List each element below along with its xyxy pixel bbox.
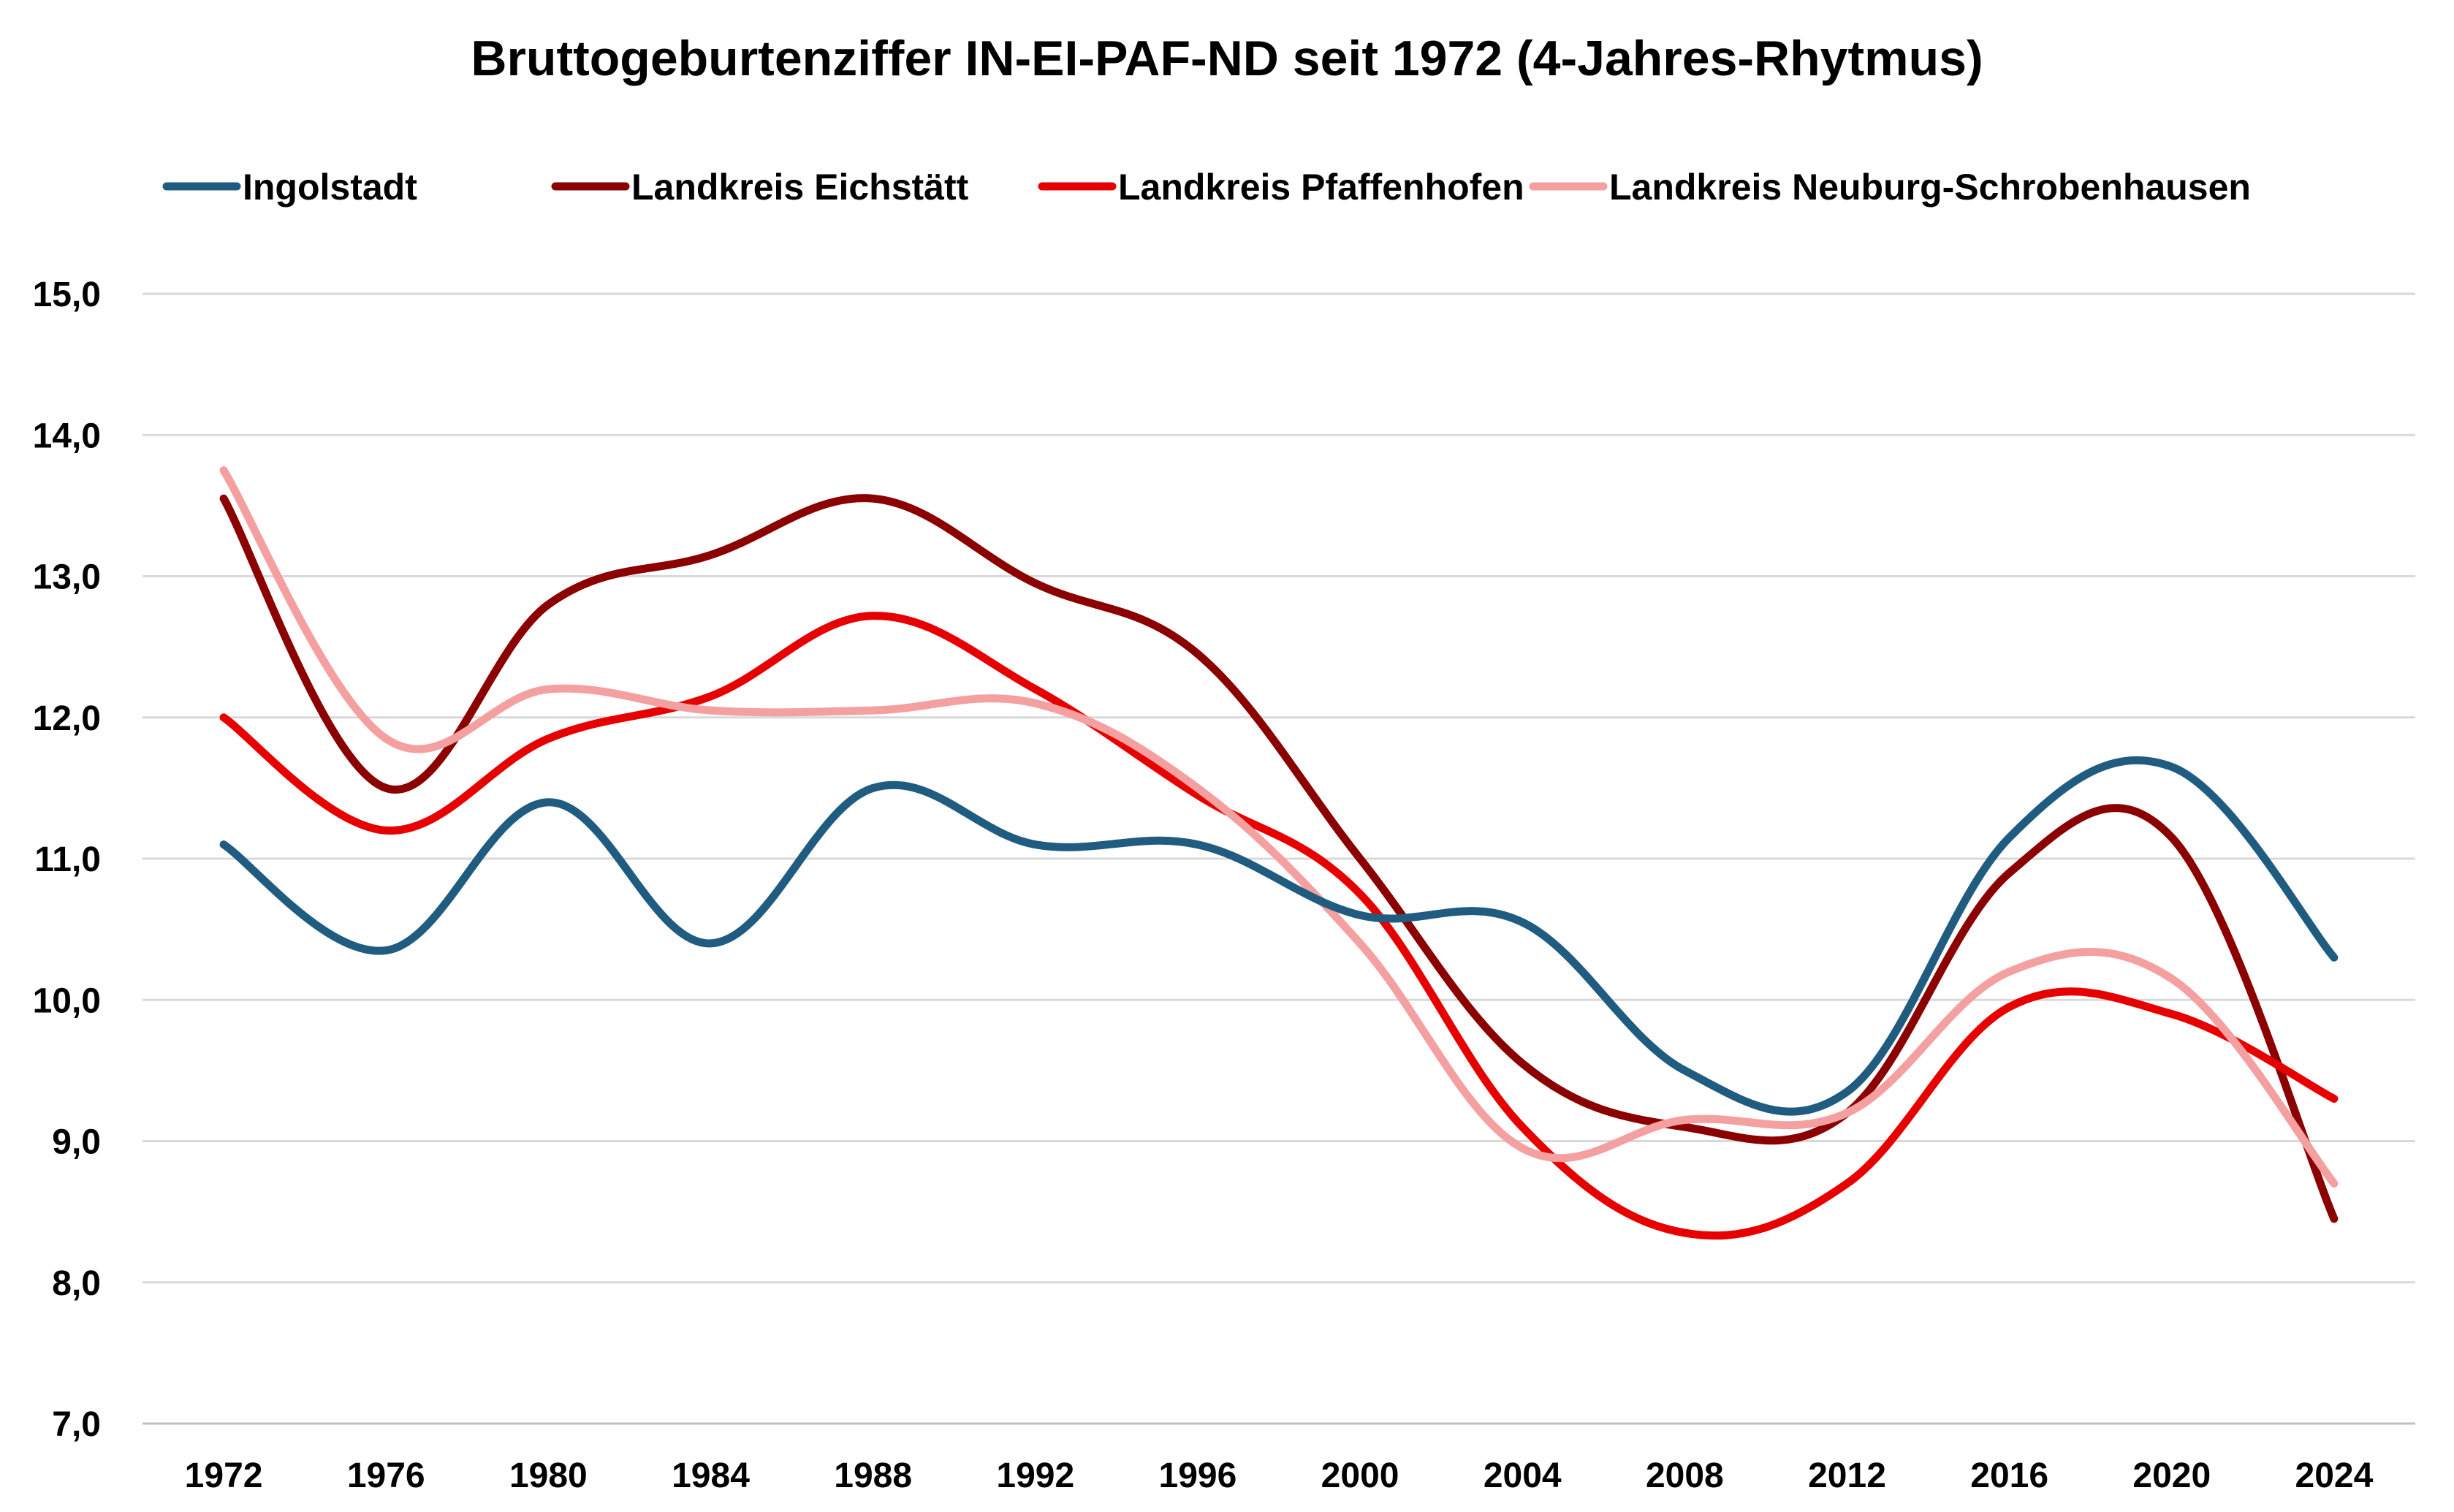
legend: Ingolstadt Landkreis Eichstätt Landkreis P… <box>162 167 2251 208</box>
y-axis-ticks: 7,0 8,0 9,0 10,0 11,0 12,0 13,0 14,0 15,0 <box>33 276 101 1444</box>
x-tick-label: 2020 <box>2132 1456 2211 1495</box>
x-tick-label: 2000 <box>1321 1456 1399 1495</box>
x-tick-label: 2016 <box>1970 1456 2048 1495</box>
y-tick-label: 8,0 <box>52 1264 101 1303</box>
series-line-landkreis-eichst-tt <box>219 494 2339 1223</box>
y-tick-label: 13,0 <box>33 558 101 597</box>
series-line-landkreis-pfaffenhofen <box>219 612 2339 1240</box>
y-tick-label: 12,0 <box>33 699 101 738</box>
x-tick-label: 2008 <box>1646 1456 1724 1495</box>
x-tick-label: 1980 <box>509 1456 588 1495</box>
x-tick-label: 1988 <box>834 1456 912 1495</box>
legend-label: Landkreis Neuburg-Schrobenhausen <box>1609 167 2251 208</box>
x-tick-label: 1984 <box>672 1456 750 1495</box>
y-tick-label: 10,0 <box>33 981 101 1020</box>
x-tick-label: 2024 <box>2295 1456 2374 1495</box>
series-lines <box>219 466 2339 1240</box>
series-line-ingolstadt <box>219 756 2339 1116</box>
x-tick-label: 2004 <box>1484 1456 1562 1495</box>
y-tick-label: 9,0 <box>52 1123 101 1162</box>
x-axis-ticks: 1972 1976 1980 1984 1988 1992 1996 2000 2004 2008… <box>185 1456 2374 1495</box>
legend-label: Landkreis Eichstätt <box>631 167 969 208</box>
y-tick-label: 11,0 <box>34 840 101 879</box>
chart-title: Bruttogeburtenziffer IN-EI-PAF-ND seit 1… <box>471 31 1983 86</box>
y-tick-label: 15,0 <box>33 276 101 314</box>
x-tick-label: 1992 <box>996 1456 1074 1495</box>
x-tick-label: 1976 <box>347 1456 425 1495</box>
y-tick-label: 7,0 <box>52 1405 101 1444</box>
legend-label: Ingolstadt <box>243 167 417 208</box>
x-tick-label: 2012 <box>1808 1456 1886 1495</box>
x-tick-label: 1972 <box>185 1456 263 1495</box>
x-tick-label: 1996 <box>1159 1456 1237 1495</box>
series-line-landkreis-neuburg-schrobenhausen <box>219 466 2339 1188</box>
legend-label: Landkreis Pfaffenhofen <box>1118 167 1524 208</box>
y-tick-label: 14,0 <box>33 417 101 455</box>
